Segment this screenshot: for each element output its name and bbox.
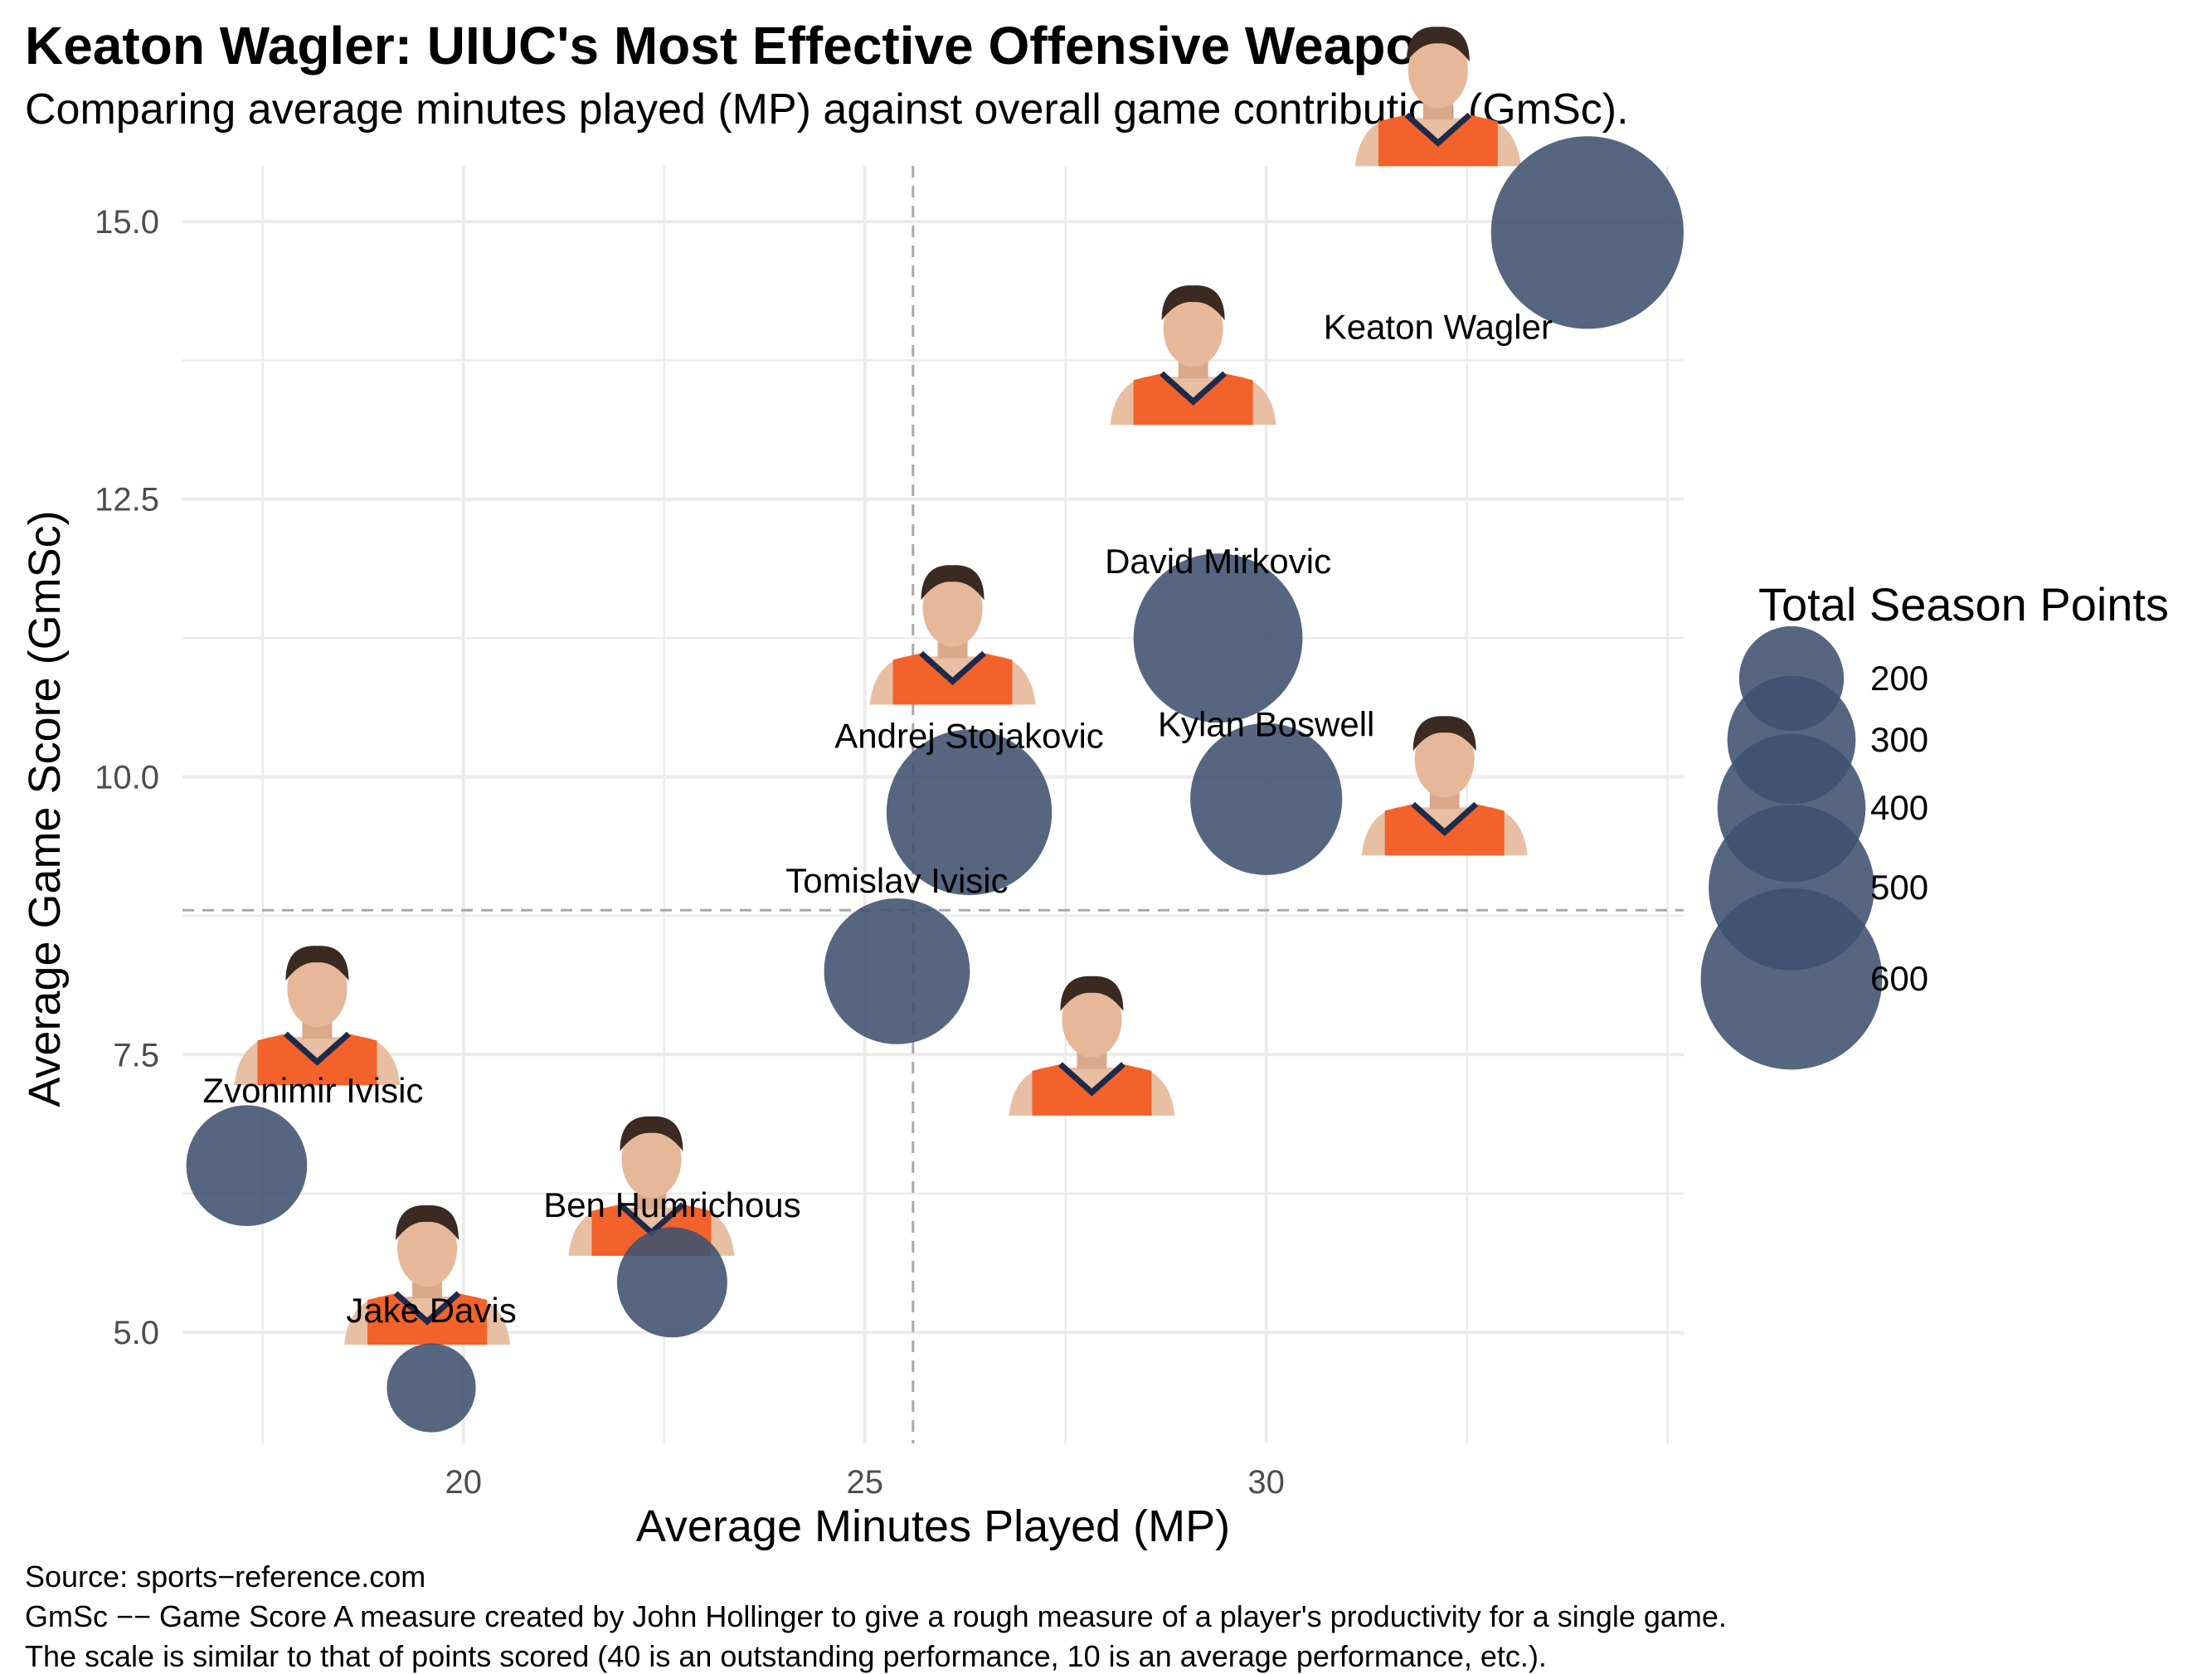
jersey	[892, 653, 1013, 705]
player-headshot-icon	[344, 1204, 511, 1346]
x-tick-label: 30	[1247, 1464, 1285, 1501]
face	[397, 1210, 458, 1287]
jersey	[257, 1034, 377, 1086]
player-headshot-icon	[1354, 27, 1521, 167]
point-label: Jake Davis	[346, 1291, 516, 1330]
data-point	[1133, 553, 1303, 723]
legend-label: 400	[1870, 788, 1928, 827]
jersey-collar	[1411, 801, 1479, 836]
player-headshot-icon	[1009, 976, 1175, 1116]
data-point	[616, 1227, 727, 1338]
y-tick-label: 5.0	[113, 1315, 159, 1351]
jersey	[1133, 373, 1253, 426]
legend-label: 600	[1870, 959, 1928, 998]
face	[1163, 290, 1223, 367]
data-point	[824, 898, 970, 1044]
hair	[921, 565, 984, 601]
data-points	[186, 136, 1684, 1433]
point-label: Zvonimir Ivisic	[202, 1071, 423, 1110]
jersey-collar	[284, 1031, 351, 1066]
jersey	[1032, 1063, 1152, 1116]
hair	[285, 946, 349, 981]
hair	[396, 1204, 459, 1241]
data-point	[186, 1105, 308, 1227]
y-tick-label: 10.0	[95, 760, 159, 796]
jersey	[367, 1293, 488, 1346]
hair	[1060, 976, 1124, 1011]
hair	[1161, 285, 1225, 321]
face	[1062, 981, 1122, 1058]
legend-title: Total Season Points	[1758, 578, 2169, 630]
axis-ticks: 20 25 30 5.0 7.5 10.0 12.5 15.0	[95, 204, 1285, 1501]
hair	[620, 1116, 683, 1151]
jersey	[1378, 114, 1498, 167]
data-point	[386, 1343, 476, 1433]
legend-label: 300	[1870, 720, 1928, 759]
hair	[1406, 27, 1470, 62]
jersey	[1384, 804, 1505, 856]
point-label: Tomislav Ivisic	[785, 861, 1008, 900]
point-label: Keaton Wagler	[1324, 307, 1553, 346]
legend-label: 200	[1870, 659, 1928, 698]
point-label: Ben Humrichous	[543, 1185, 800, 1224]
face	[1407, 32, 1468, 109]
face	[287, 951, 348, 1028]
player-headshot-icon	[1361, 716, 1528, 856]
x-tick-label: 25	[846, 1464, 883, 1501]
jersey-collar	[1404, 112, 1472, 148]
caption-definition: GmSc −− Game Score A measure created by …	[25, 1599, 1727, 1633]
size-legend: Total Season Points 200 300 400 500 600	[1700, 578, 2169, 1070]
jersey-collar	[1058, 1062, 1125, 1097]
scatter-chart: Keaton Wagler David Mirkovic Kylan Boswell…	[20, 27, 2169, 1551]
chart-subtitle: Comparing average minutes played (MP) ag…	[25, 85, 1629, 134]
legend-key	[1700, 888, 1883, 1070]
point-label: David Mirkovic	[1105, 542, 1331, 581]
face	[1414, 721, 1475, 798]
chart-title: Keaton Wagler: UIUC's Most Effective Off…	[25, 16, 1451, 75]
caption-source: Source: sports−reference.com	[25, 1560, 426, 1594]
jersey-collar	[393, 1291, 461, 1326]
player-headshot-icon	[869, 565, 1036, 705]
data-point	[1490, 136, 1684, 329]
y-tick-label: 7.5	[113, 1037, 159, 1073]
data-point	[886, 729, 1053, 896]
point-labels: Keaton Wagler David Mirkovic Kylan Boswell…	[202, 307, 1553, 1330]
point-label: Andrej Stojakovic	[834, 716, 1104, 755]
face	[922, 570, 983, 647]
point-label: Kylan Boswell	[1158, 704, 1374, 743]
jersey-collar	[1159, 371, 1227, 406]
y-tick-label: 12.5	[95, 482, 159, 518]
jersey-collar	[919, 650, 986, 686]
legend-label: 500	[1870, 868, 1928, 907]
x-axis-label: Average Minutes Played (MP)	[636, 1501, 1230, 1551]
player-photos	[234, 27, 1528, 1346]
player-headshot-icon	[234, 946, 401, 1086]
y-tick-label: 15.0	[95, 204, 159, 241]
face	[621, 1121, 682, 1198]
data-point	[1190, 723, 1343, 875]
caption-scale-note: The scale is similar to that of points s…	[25, 1639, 1547, 1673]
player-headshot-icon	[1110, 285, 1276, 426]
hair	[1412, 716, 1476, 752]
x-tick-label: 20	[445, 1464, 483, 1501]
y-axis-label: Average Game Score (GmSc)	[20, 510, 70, 1107]
